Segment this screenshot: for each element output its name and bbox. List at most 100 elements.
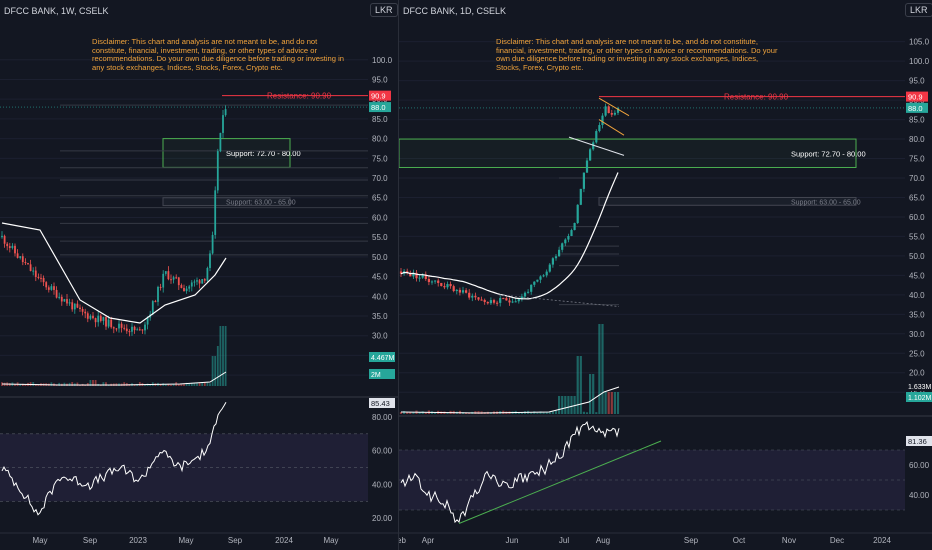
candle-body [452, 286, 455, 292]
candle-body [138, 329, 141, 331]
candle-body [214, 190, 217, 235]
resistance-price-badge [906, 91, 928, 102]
volume-bar [58, 382, 61, 386]
candle-body [477, 297, 480, 300]
candle-body [399, 271, 403, 274]
resistance-price-badge [369, 90, 391, 101]
volume-bar [198, 382, 201, 386]
price-tick-label: 85.0 [909, 116, 925, 125]
candle-body [209, 253, 211, 268]
candle-body [112, 327, 115, 329]
breakout-trendline [568, 136, 625, 156]
volume-bar [548, 412, 551, 414]
support-zone-label: Support: 63.00 - 65.00 [791, 199, 861, 206]
weekly-chart-panel[interactable]: 100.095.090.085.080.075.070.065.060.055.… [0, 0, 398, 550]
weekly-currency-button[interactable]: LKR [370, 3, 398, 17]
candle-body [66, 299, 68, 304]
candle-body [177, 277, 180, 286]
volume-average-line [1, 371, 227, 386]
candle-body [514, 301, 517, 303]
time-tick-label: May [178, 536, 193, 545]
candle-body [201, 279, 204, 284]
candle-body [118, 323, 120, 329]
volume-bar [582, 411, 585, 414]
time-tick-label: Apr [422, 536, 435, 545]
daily-chart-panel[interactable]: 105.0100.095.090.085.080.075.070.065.060… [398, 0, 932, 550]
candle-body [203, 279, 206, 281]
candle-body [211, 234, 214, 254]
candle-body [542, 275, 545, 277]
weekly-chart[interactable]: 100.095.090.085.080.075.070.065.060.055.… [0, 0, 398, 550]
candle-body [437, 280, 440, 283]
weekly-disclaimer: Disclaimer: This chart and analysis are … [92, 37, 345, 72]
indicator-tick-label: 80.00 [372, 413, 393, 422]
candle-body [71, 302, 74, 310]
candle-body [151, 301, 154, 315]
candle-body [68, 302, 71, 304]
price-tick-label: 25.0 [909, 349, 925, 358]
candle-body [545, 271, 548, 276]
candle-body [564, 239, 567, 244]
last-price-text: 88.0 [371, 103, 386, 112]
volume-bar [545, 412, 548, 414]
candle-body [570, 230, 573, 237]
volume-bar [190, 382, 193, 386]
candle-body [170, 279, 172, 281]
candle-body [188, 286, 191, 289]
candle-body [55, 289, 58, 298]
candle-body [421, 274, 424, 278]
candle-body [511, 301, 514, 303]
candle-body [110, 319, 113, 328]
volume-bar [209, 383, 211, 386]
candle-body [508, 300, 511, 303]
candle-body [162, 273, 165, 288]
candle-body [558, 249, 561, 257]
price-tick-label: 55.0 [372, 233, 388, 242]
indicator-value-text: 81.36 [908, 437, 927, 446]
resistance-label: Resistance: 90.90 [267, 92, 332, 101]
last-price-badge [369, 102, 391, 113]
volume-bar [564, 396, 567, 414]
candle-body [99, 315, 102, 321]
price-tick-label: 70.0 [372, 174, 388, 183]
volume-bar [216, 346, 219, 386]
candle-body [418, 277, 421, 279]
dotted-trendline [498, 294, 620, 307]
price-tick-label: 100.0 [372, 56, 393, 65]
candle-body [29, 264, 32, 271]
volume-bar [576, 356, 579, 414]
candle-body [548, 264, 551, 272]
candle-body [607, 106, 610, 114]
indicator-tick-label: 60.00 [372, 447, 393, 456]
candle-body [579, 188, 582, 205]
price-tick-label: 55.0 [909, 232, 925, 241]
time-tick-label: Sep [684, 536, 699, 545]
candle-body [427, 278, 430, 283]
candle-body [92, 315, 94, 319]
candle-body [131, 326, 133, 332]
daily-currency-button[interactable]: LKR [905, 3, 932, 17]
volume-badge-text: 2M [371, 372, 381, 379]
time-tick-label: Jun [506, 536, 519, 545]
price-tick-label: 80.0 [372, 135, 388, 144]
volume-bar [406, 411, 409, 414]
volume-bar [592, 374, 595, 414]
volume-bar [149, 384, 152, 386]
time-tick-label: Aug [596, 536, 610, 545]
candle-body [424, 274, 427, 279]
volume-bar [76, 382, 79, 386]
time-tick-label: May [32, 536, 47, 545]
daily-chart[interactable]: 105.0100.095.090.085.080.075.070.065.060… [399, 0, 932, 550]
indicator-line [1, 401, 227, 516]
candle-body [172, 277, 175, 280]
candle-body [458, 289, 461, 293]
candle-body [480, 299, 483, 301]
volume-bar [185, 382, 188, 386]
last-price-badge [906, 102, 928, 113]
candle-body [582, 172, 585, 189]
volume-bar [188, 383, 191, 386]
price-tick-label: 45.0 [372, 273, 388, 282]
volume-bar [613, 392, 616, 414]
volume-bar [224, 326, 227, 386]
candle-body [483, 299, 486, 303]
